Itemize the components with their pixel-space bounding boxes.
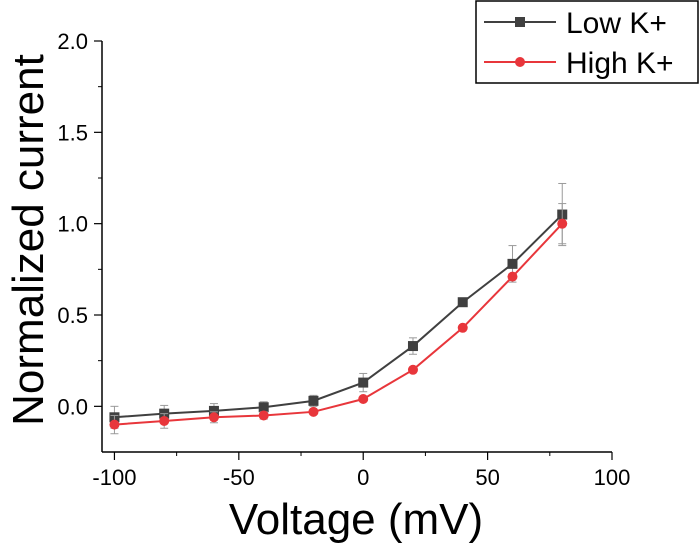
data-point [308,395,319,406]
series-1 [109,182,568,429]
y-tick-label: 1.5 [57,120,88,145]
legend-marker [515,17,525,27]
legend-box [475,0,699,84]
series-line [114,222,563,426]
data-point [557,218,568,229]
y-tick-label: 0.0 [57,394,88,419]
data-point [507,258,518,269]
y-tick-label: 2.0 [57,29,88,54]
data-point [457,322,468,333]
axis-ticks: -100 -50 0 50 100 0.0 0.5 1.0 1.5 2.0 [57,29,630,490]
data-point [407,341,418,352]
data-point [358,377,369,388]
x-tick-label: 50 [475,465,499,490]
x-tick-label: -100 [92,465,136,490]
series-line [114,213,563,419]
legend: Low K+ High K+ [475,0,699,84]
x-tick-label: 0 [357,465,369,490]
legend-label: Low K+ [566,7,667,40]
data-point [208,412,219,423]
series-2 [109,203,568,435]
data-point [308,406,319,417]
x-tick-label: 100 [594,465,631,490]
y-tick-label: 1.0 [57,212,88,237]
data-point [457,297,468,308]
data-point [208,405,219,416]
legend-marker [515,57,525,67]
data-point [159,415,170,426]
data-point [358,394,369,405]
axes [101,41,612,453]
x-tick-label: -50 [223,465,255,490]
y-axis-label: Normalized current [4,54,53,426]
series-layer [109,182,568,435]
data-point [407,364,418,375]
data-point [258,402,269,413]
legend-label: High K+ [566,47,674,80]
x-axis-label: Voltage (mV) [229,495,483,544]
data-point [507,271,518,282]
data-point [109,419,120,430]
y-tick-label: 0.5 [57,303,88,328]
data-point [258,410,269,421]
